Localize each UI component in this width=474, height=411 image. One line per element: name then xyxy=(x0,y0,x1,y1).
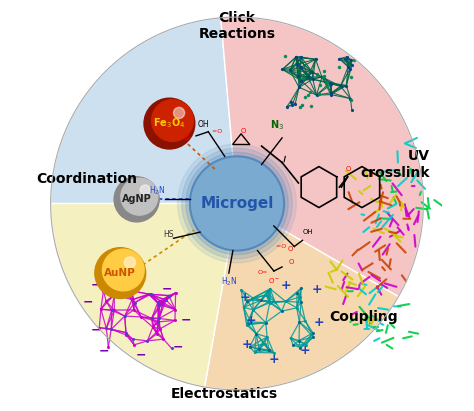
Wedge shape xyxy=(51,203,237,387)
Text: −: − xyxy=(82,295,93,308)
Wedge shape xyxy=(221,17,423,297)
Text: +: + xyxy=(281,279,292,292)
Text: Coupling: Coupling xyxy=(329,310,398,324)
Wedge shape xyxy=(205,203,399,390)
Circle shape xyxy=(102,249,144,291)
Text: −: − xyxy=(181,314,191,327)
Circle shape xyxy=(114,177,159,222)
Text: +: + xyxy=(299,344,310,358)
Text: O=: O= xyxy=(257,270,268,275)
Text: Microgel: Microgel xyxy=(201,196,273,211)
Circle shape xyxy=(186,152,288,255)
Text: N$_3$: N$_3$ xyxy=(270,118,284,132)
Circle shape xyxy=(152,100,193,141)
Text: −: − xyxy=(173,340,183,353)
Text: UV
crosslink: UV crosslink xyxy=(360,150,429,180)
Text: +: + xyxy=(240,291,250,304)
Text: +: + xyxy=(314,316,324,329)
Text: H$_2$N: H$_2$N xyxy=(220,275,237,288)
Text: Coordination: Coordination xyxy=(36,172,137,186)
Text: −: − xyxy=(91,324,101,337)
Circle shape xyxy=(95,248,146,298)
Text: +: + xyxy=(242,338,253,351)
Circle shape xyxy=(121,178,158,215)
Text: +: + xyxy=(311,283,322,296)
Text: Electrostatics: Electrostatics xyxy=(171,387,278,401)
Text: O$^-$: O$^-$ xyxy=(268,275,280,284)
Text: +: + xyxy=(246,314,256,327)
Text: Fe$_3$O$_4$: Fe$_3$O$_4$ xyxy=(153,117,186,130)
Circle shape xyxy=(190,156,284,251)
Text: O: O xyxy=(346,166,351,172)
Text: O: O xyxy=(288,259,293,265)
Text: HS: HS xyxy=(163,230,173,239)
Text: Click
Reactions: Click Reactions xyxy=(199,11,275,41)
Text: AgNP: AgNP xyxy=(122,194,152,204)
Text: −: − xyxy=(99,344,109,358)
Text: −: − xyxy=(91,279,101,292)
Circle shape xyxy=(144,98,195,149)
Circle shape xyxy=(182,148,292,259)
Text: O: O xyxy=(184,133,190,142)
Text: O: O xyxy=(288,245,293,252)
Wedge shape xyxy=(51,18,237,282)
Circle shape xyxy=(140,185,150,195)
Text: −: − xyxy=(136,349,146,362)
Circle shape xyxy=(178,144,296,263)
Circle shape xyxy=(173,107,185,118)
Text: =O: =O xyxy=(276,244,288,249)
Text: +: + xyxy=(269,353,279,366)
Text: OH: OH xyxy=(302,229,313,235)
Text: OH: OH xyxy=(198,120,210,129)
Text: O: O xyxy=(240,127,246,134)
Text: −: − xyxy=(162,283,173,296)
Text: H$_2$N: H$_2$N xyxy=(149,185,165,197)
Text: =O: =O xyxy=(208,129,222,134)
Text: AuNP: AuNP xyxy=(104,268,136,278)
Circle shape xyxy=(124,257,136,268)
